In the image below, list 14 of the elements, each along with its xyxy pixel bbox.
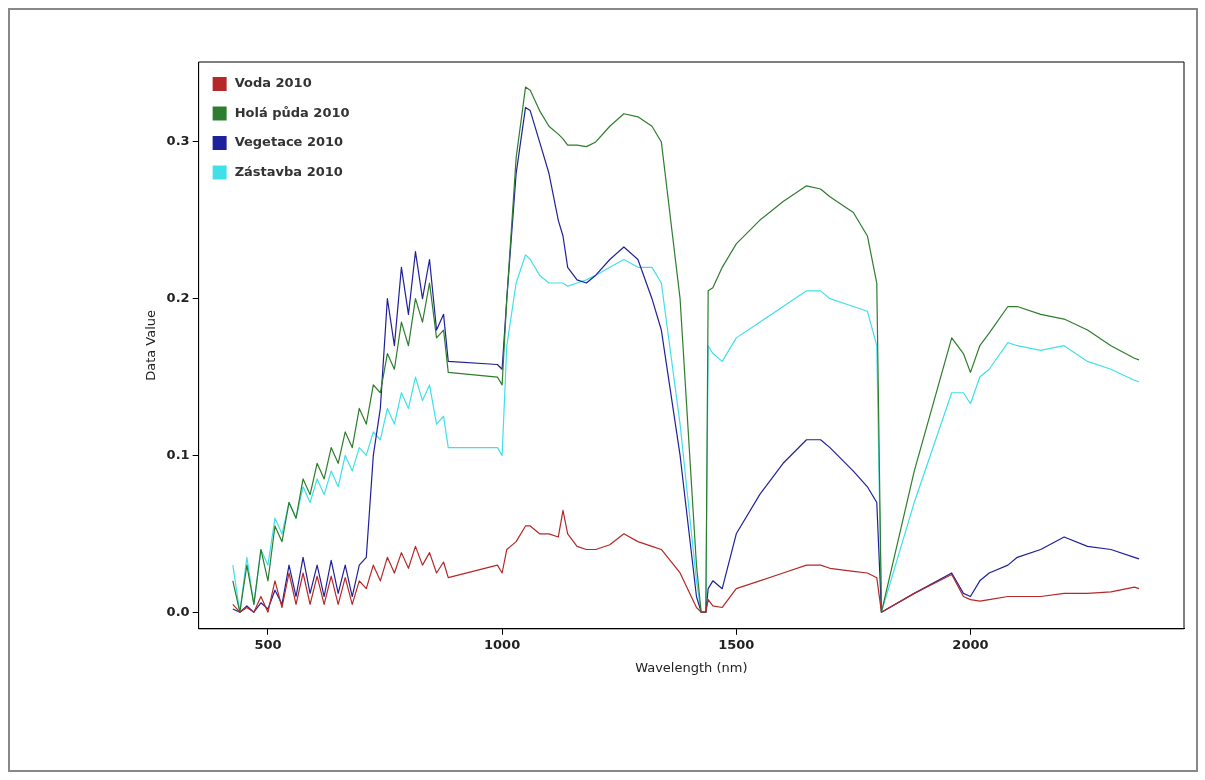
- y-tick-label: 0.3: [166, 133, 190, 149]
- legend-label: Holá půda 2010: [234, 104, 350, 120]
- x-tick-label: 500: [254, 636, 282, 652]
- y-tick-label: 0.0: [166, 603, 190, 619]
- legend-label: Vegetace 2010: [234, 134, 344, 150]
- y-tick-label: 0.2: [166, 290, 190, 306]
- y-tick-label: 0.1: [166, 446, 190, 462]
- y-axis-title: Data Value: [143, 309, 159, 381]
- legend-label: Voda 2010: [234, 75, 312, 91]
- x-axis-title: Wavelength (nm): [635, 659, 748, 675]
- x-tick-label: 2000: [952, 636, 989, 652]
- x-tick-label: 1000: [484, 636, 521, 652]
- legend-label: Zástavba 2010: [234, 163, 343, 179]
- x-tick-label: 1500: [718, 636, 755, 652]
